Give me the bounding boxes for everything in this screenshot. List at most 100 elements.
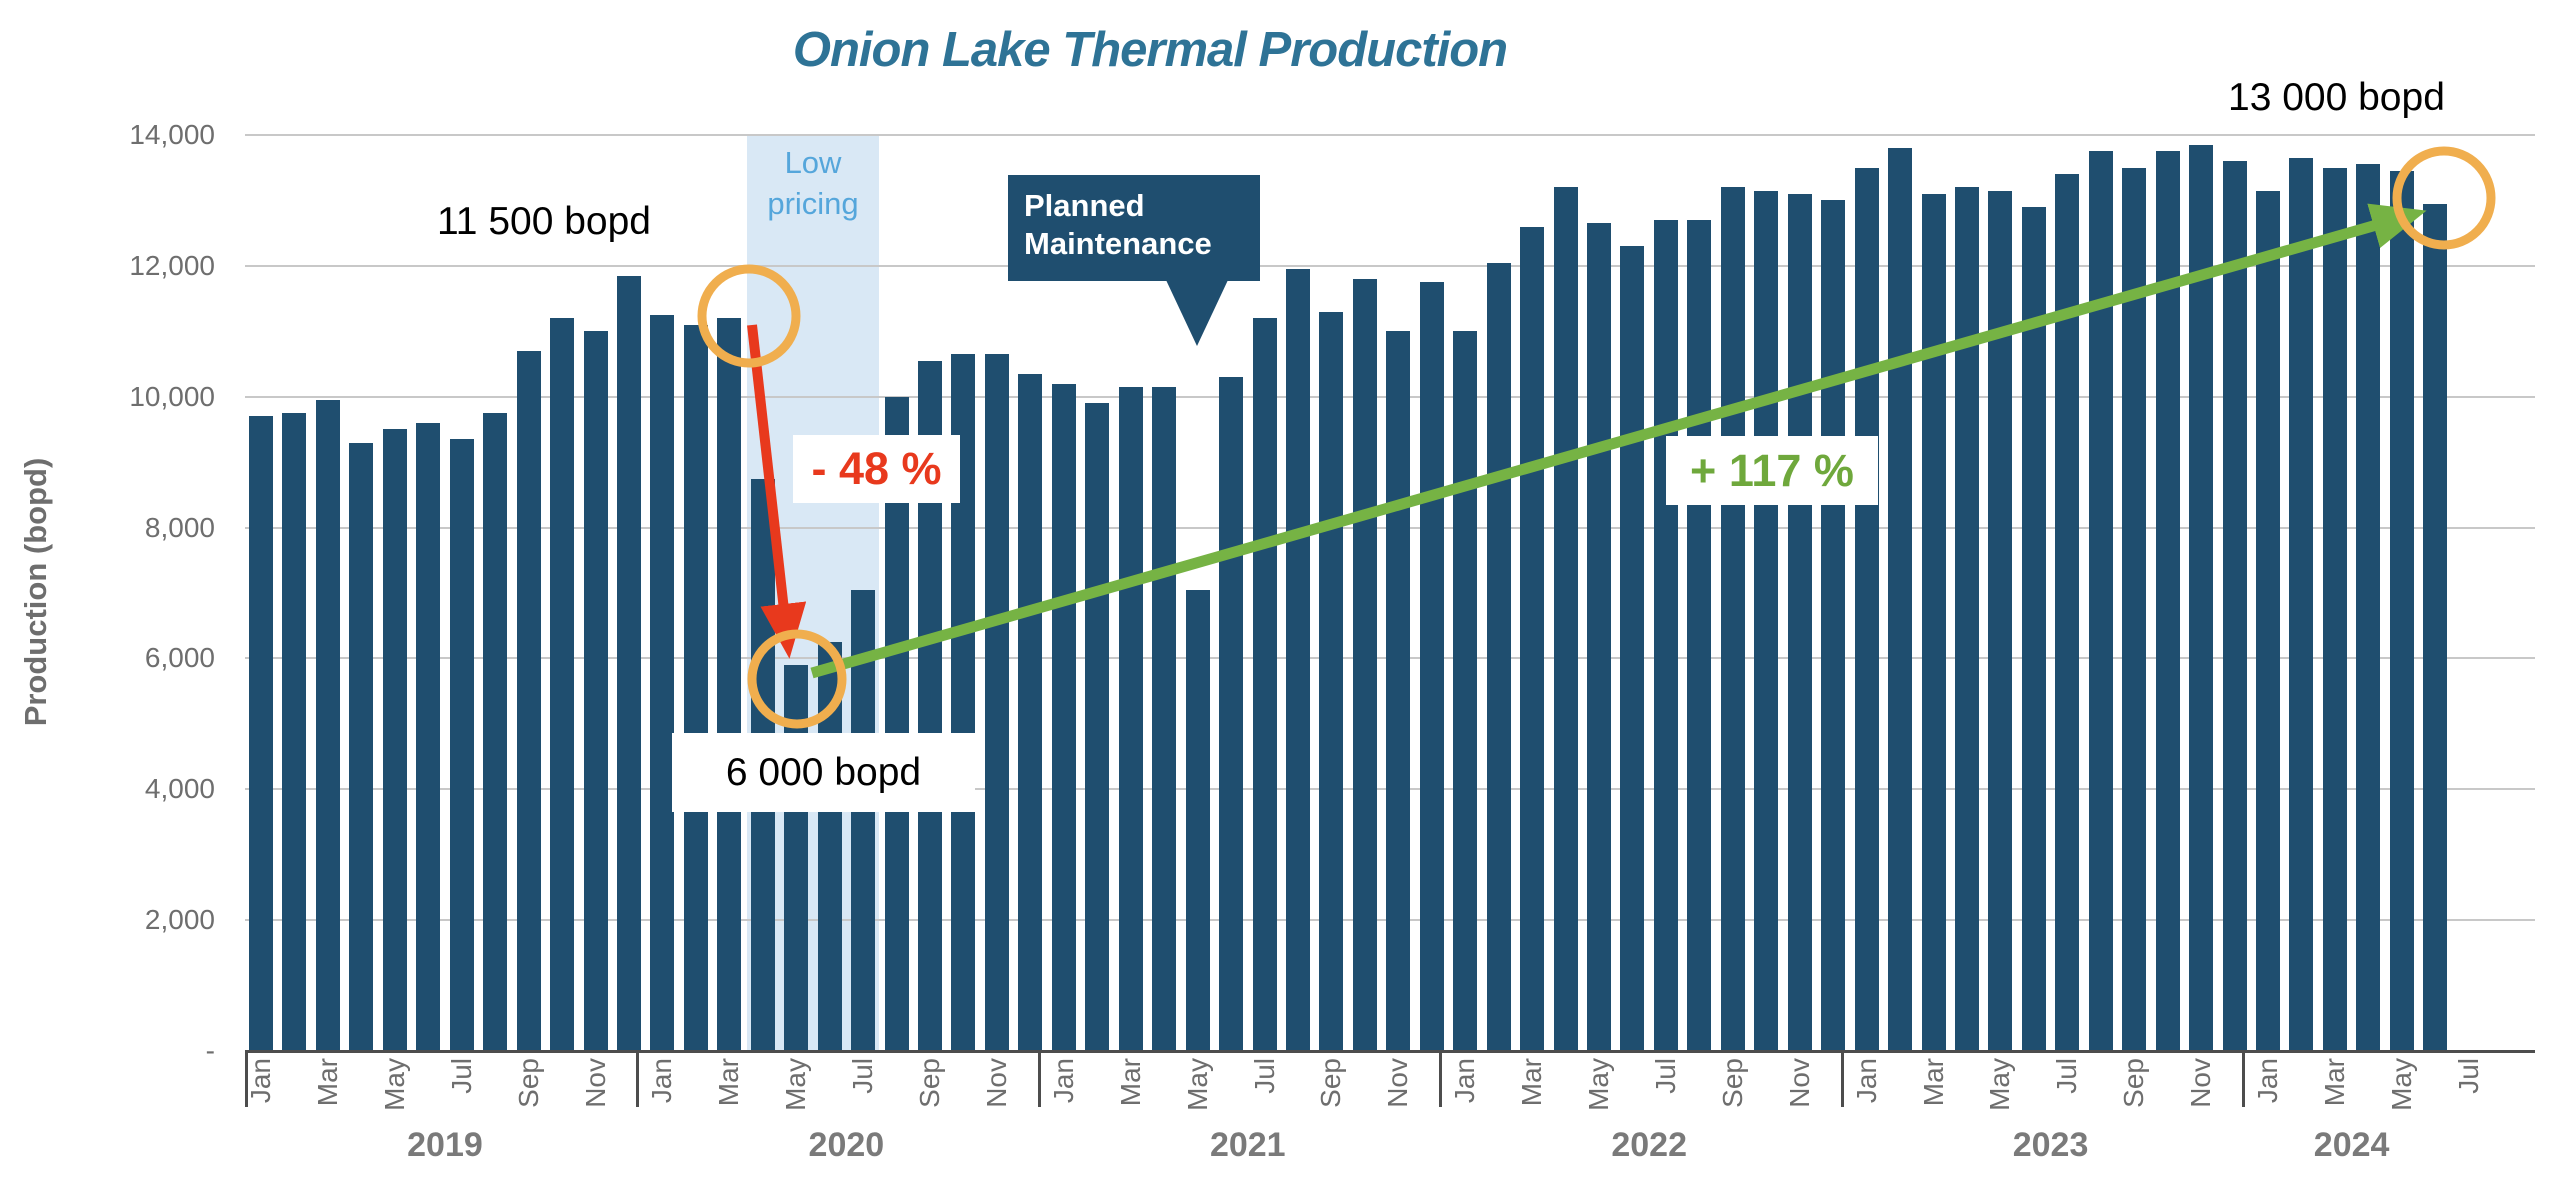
bar [2423,203,2448,1051]
annotation-peak-value: 11 500 bopd [437,200,651,243]
bar [249,416,273,1051]
band-label-line-1: Low [784,145,842,180]
bar [1921,193,1946,1051]
bar [2356,164,2381,1051]
year-label: 2022 [1611,1126,1687,1164]
bar [1653,220,1678,1051]
year-tick [1037,1050,1041,1107]
annotation-trough-value: 6 000 bopd [672,733,975,812]
bar [1386,331,1411,1051]
bar [2189,144,2214,1051]
bar [1720,187,1745,1051]
gridline [245,264,2535,267]
bar [1285,269,1310,1051]
bar [1787,193,1812,1051]
x-axis-line [245,1050,2535,1053]
bar [1888,148,1913,1051]
bar [2122,167,2147,1051]
bar [1319,311,1344,1051]
bar [315,399,340,1051]
bar [483,413,508,1051]
bar [2155,151,2180,1051]
bar [1520,226,1545,1051]
y-tick-label: - [205,1035,215,1066]
bar [382,429,407,1051]
bar [1118,386,1143,1051]
bar [1587,223,1611,1051]
bar [349,442,374,1051]
low-pricing-band-label: Low pricing [747,142,879,224]
y-tick-label: 4,000 [144,773,215,805]
y-tick-label: 14,000 [129,119,215,150]
year-tick [636,1050,640,1107]
bar [1453,331,1478,1051]
bar [449,439,474,1051]
bar [2256,190,2280,1051]
bar [416,422,441,1051]
year-label: 2020 [808,1126,885,1164]
annotation-final-value: 13 000 bopd [2228,76,2445,119]
gridline [245,134,2535,136]
bar [784,664,809,1051]
callout-pointer [1166,280,1228,346]
bar [1352,278,1377,1051]
bar [2222,161,2247,1051]
bar [1687,220,1712,1051]
bar [1553,187,1578,1051]
y-tick-label: 6,000 [144,642,215,674]
year-tick [1439,1050,1443,1107]
year-label: 2021 [1209,1126,1286,1164]
year-tick [245,1050,248,1107]
year-label: 2023 [2012,1126,2089,1164]
growth-arrow [810,203,2427,679]
callout-line-1: Planned [1024,188,1145,223]
year-tick [1840,1050,1844,1107]
bar [717,318,742,1051]
y-tick-label: 8,000 [144,511,215,543]
bar [1954,187,1979,1051]
bar [1821,200,1846,1051]
bar [884,396,909,1051]
bar [1051,383,1076,1051]
callout-line-2: Maintenance [1024,226,1212,261]
trough-circle [747,629,847,729]
planned-maintenance-callout: Planned Maintenance [1008,175,1260,281]
bar [1486,262,1511,1051]
year-tick [2242,1050,2245,1107]
y-tick-label: 2,000 [144,904,215,936]
bar [1085,403,1110,1051]
y-tick-label: 10,000 [129,380,215,412]
annotation-growth-percent: + 117 % [1666,436,1878,505]
bar [1152,386,1177,1051]
annotation-decline-percent: - 48 % [793,435,960,503]
bar [2389,170,2414,1051]
bar [1754,190,1779,1051]
bar [2322,167,2347,1051]
bar [1252,318,1277,1051]
band-label-line-2: pricing [767,186,859,221]
bar [650,314,675,1051]
bar [851,589,876,1051]
year-label: 2024 [2313,1126,2390,1164]
bar [1620,246,1645,1051]
year-label: 2019 [407,1126,483,1164]
bar [2289,157,2314,1051]
final-circle [2392,146,2496,250]
chart-title: Onion Lake Thermal Production [792,23,1508,77]
bar [550,318,575,1051]
bar [1185,589,1210,1051]
bar [2021,206,2046,1051]
peak-circle [697,264,801,368]
bar [683,324,708,1051]
bar [282,413,307,1051]
bar [984,354,1009,1051]
bar [583,331,608,1051]
decline-arrow [747,324,807,659]
bar [616,275,641,1051]
bar [1419,282,1444,1051]
bar [1854,167,1879,1051]
bar [1018,373,1043,1051]
bar [516,350,541,1051]
